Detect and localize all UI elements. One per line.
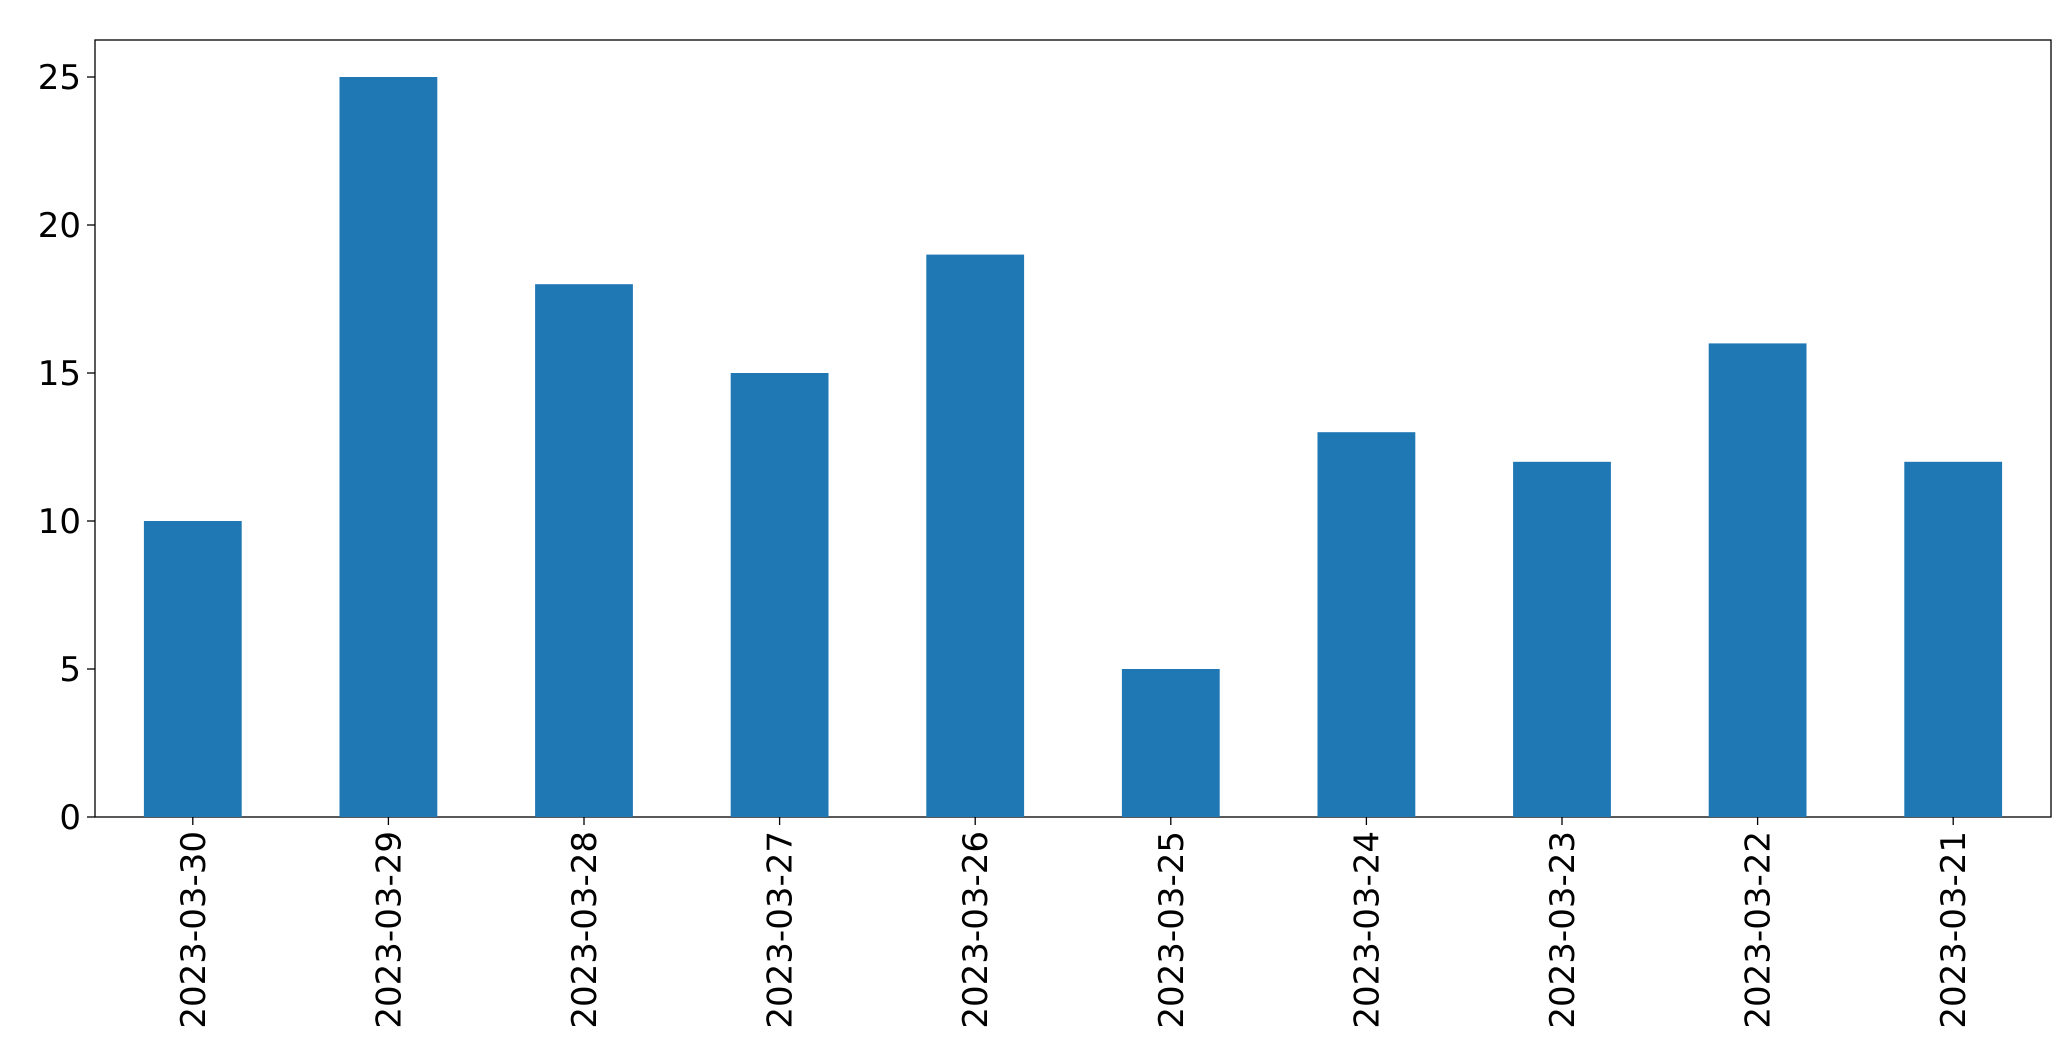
bar — [339, 77, 438, 817]
bar — [1121, 669, 1220, 817]
x-tick-label: 2023-03-27 — [761, 831, 801, 1029]
x-tick-label: 2023-03-24 — [1347, 831, 1387, 1029]
y-tick-label: 0 — [59, 798, 81, 838]
bar — [1904, 461, 2003, 817]
x-tick-label: 2023-03-22 — [1739, 831, 1779, 1029]
bar — [143, 521, 242, 817]
x-tick-label: 2023-03-29 — [369, 831, 409, 1029]
y-tick-label: 15 — [38, 354, 81, 394]
x-tick-label: 2023-03-28 — [565, 831, 605, 1029]
x-tick-label: 2023-03-26 — [956, 831, 996, 1029]
plot-frame — [94, 39, 2052, 818]
x-tick-label: 2023-03-23 — [1543, 831, 1583, 1029]
bar — [1708, 343, 1807, 817]
x-tick-label: 2023-03-21 — [1934, 831, 1974, 1029]
bar — [926, 254, 1025, 818]
x-tick-label: 2023-03-30 — [174, 831, 214, 1029]
y-tick-label: 5 — [59, 650, 81, 690]
x-tick-label: 2023-03-25 — [1152, 831, 1192, 1029]
y-tick-label: 20 — [38, 206, 81, 246]
bar — [1317, 432, 1416, 817]
bar — [1513, 461, 1611, 817]
y-tick-label: 10 — [38, 502, 81, 542]
y-tick-label: 25 — [38, 58, 81, 98]
bar — [730, 373, 829, 817]
bar — [535, 284, 633, 817]
